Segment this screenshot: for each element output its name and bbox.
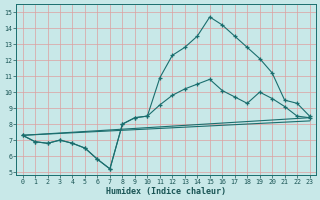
X-axis label: Humidex (Indice chaleur): Humidex (Indice chaleur) [106, 187, 226, 196]
